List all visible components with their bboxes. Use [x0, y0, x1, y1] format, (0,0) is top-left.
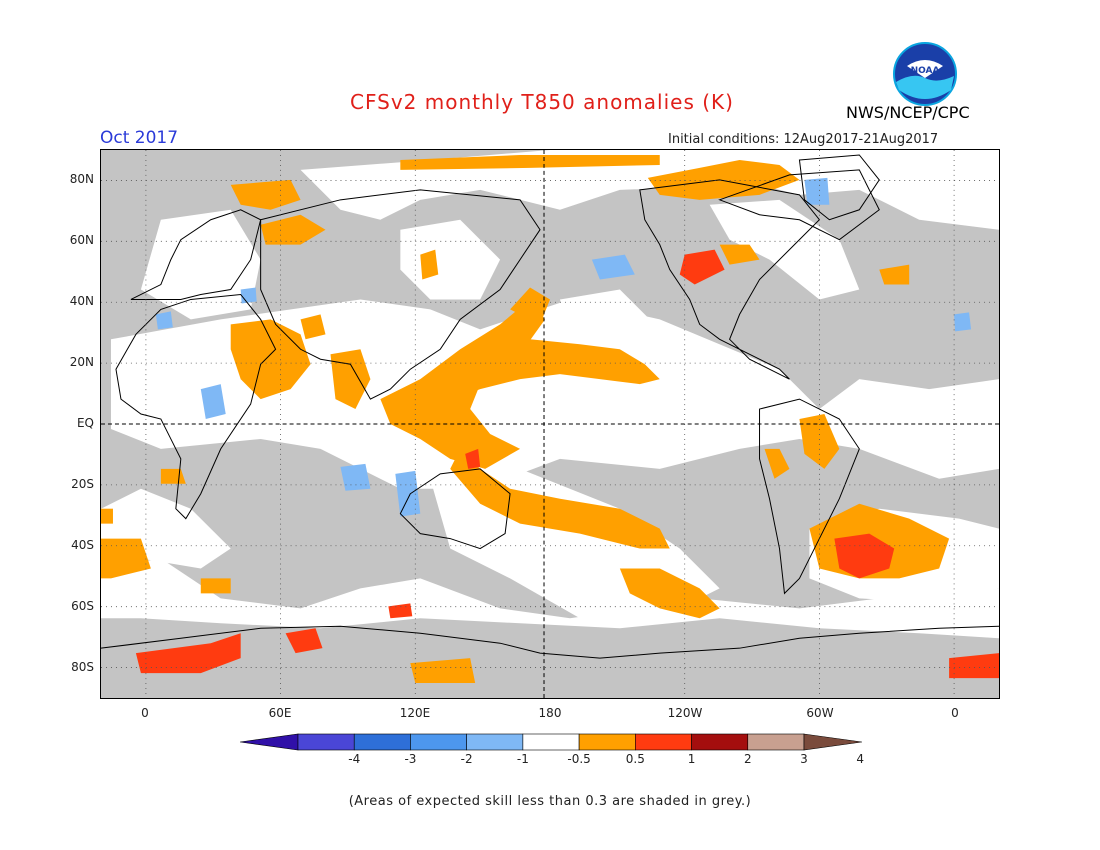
latitude-tick-label: 60N	[69, 232, 94, 247]
chart-title: CFSv2 monthly T850 anomalies (K)	[350, 90, 734, 114]
colorbar	[240, 733, 862, 751]
colorbar-min-extension	[240, 733, 299, 751]
latitude-tick-label: 20N	[69, 354, 94, 369]
latitude-tick-label: 60S	[71, 599, 94, 614]
colorbar-segment	[747, 733, 805, 751]
longitude-tick-label: 120W	[667, 706, 703, 720]
latitude-tick-label: 20S	[71, 477, 94, 492]
coastlines	[101, 154, 999, 659]
longitude-tick-label: 60W	[806, 706, 834, 720]
colorbar-max-extension	[803, 733, 862, 751]
initial-conditions-label: Initial conditions: 12Aug2017-21Aug2017	[668, 132, 939, 147]
colorbar-segment	[353, 733, 411, 751]
skill-footnote: (Areas of expected skill less than 0.3 a…	[348, 794, 752, 809]
noaa-logo-icon: NOAA	[893, 42, 957, 106]
latitude-tick-label: 40N	[69, 293, 94, 308]
valid-month-label: Oct 2017	[100, 128, 179, 148]
latitude-tick-label: 80S	[71, 660, 94, 675]
latitude-tick-label: 80N	[69, 171, 94, 186]
longitude-tick-label: 0	[141, 706, 149, 720]
negative-anomaly-regions	[155, 177, 972, 517]
colorbar-tick-label: 2	[743, 752, 752, 766]
logo-text: NOAA	[911, 66, 940, 76]
latitude-tick-label: EQ	[76, 416, 94, 430]
longitude-tick-label: 120E	[399, 706, 431, 720]
longitude-tick-label: 0	[951, 706, 959, 720]
colorbar-segment	[410, 733, 467, 751]
colorbar-segment	[466, 733, 524, 751]
colorbar-tick-label: 4	[856, 752, 865, 766]
longitude-tick-label: 180	[538, 706, 562, 720]
colorbar-segment	[691, 733, 749, 751]
colorbar-tick-label: 0.5	[625, 752, 645, 766]
colorbar-tick-label: 1	[687, 752, 696, 766]
strong-positive-anomaly-regions	[135, 249, 999, 679]
colorbar-tick-label: -3	[404, 752, 417, 766]
colorbar-tick-label: -0.5	[567, 752, 591, 766]
colorbar-segment	[635, 733, 692, 751]
colorbar-tick-label: -1	[516, 752, 529, 766]
latitude-tick-label: 40S	[71, 538, 94, 553]
colorbar-tick-label: 3	[800, 752, 808, 766]
colorbar-tick-label: -2	[460, 752, 473, 766]
agency-label: NWS/NCEP/CPC	[846, 103, 970, 122]
colorbar-segment	[297, 733, 355, 751]
colorbar-segment	[522, 733, 580, 751]
anomaly-map	[100, 149, 1000, 699]
longitude-tick-label: 60E	[268, 706, 292, 720]
colorbar-tick-label: -4	[348, 752, 361, 766]
colorbar-segment	[578, 733, 636, 751]
